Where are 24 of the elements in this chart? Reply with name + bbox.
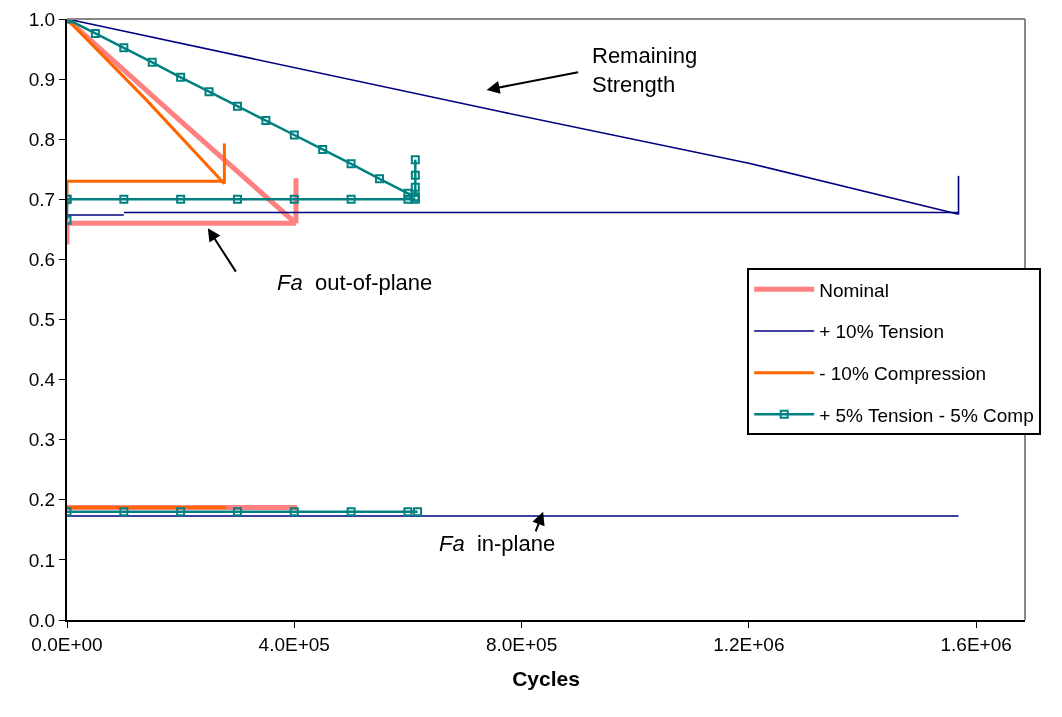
x-tick-label: 0.0E+00 bbox=[31, 633, 103, 655]
y-tick-label: 0.5 bbox=[28, 309, 56, 331]
x-tick-label: 1.6E+06 bbox=[940, 633, 1012, 655]
y-tick-label: 0.2 bbox=[28, 489, 56, 511]
x-tick-label: 8.0E+05 bbox=[485, 633, 558, 655]
x-axis-title: Cycles bbox=[512, 667, 580, 691]
y-tick-label: 0.8 bbox=[28, 128, 56, 150]
x-tick-label: 4.0E+05 bbox=[258, 633, 330, 655]
y-tick-label: 1.0 bbox=[28, 8, 56, 30]
legend-label: - 10% Compression bbox=[819, 363, 987, 385]
y-tick-label: 0.7 bbox=[28, 188, 56, 210]
legend-label: Nominal bbox=[819, 279, 889, 301]
annotation: Fa out-of-plane bbox=[277, 270, 433, 295]
y-tick-label: 0.6 bbox=[28, 249, 56, 271]
legend-label: + 10% Tension bbox=[819, 321, 945, 343]
y-tick-label: 0.9 bbox=[28, 68, 56, 90]
annotation: Fa in-plane bbox=[439, 531, 556, 556]
legend-label: + 5% Tension - 5% Comp bbox=[819, 404, 1034, 426]
annotation: Remaining Strength bbox=[592, 43, 698, 97]
y-tick-label: 0.3 bbox=[28, 429, 56, 451]
y-tick-label: 0.1 bbox=[28, 549, 56, 571]
x-tick-label: 1.2E+06 bbox=[713, 633, 785, 655]
y-tick-label: 0.0 bbox=[28, 609, 56, 631]
y-tick-label: 0.4 bbox=[28, 369, 56, 391]
